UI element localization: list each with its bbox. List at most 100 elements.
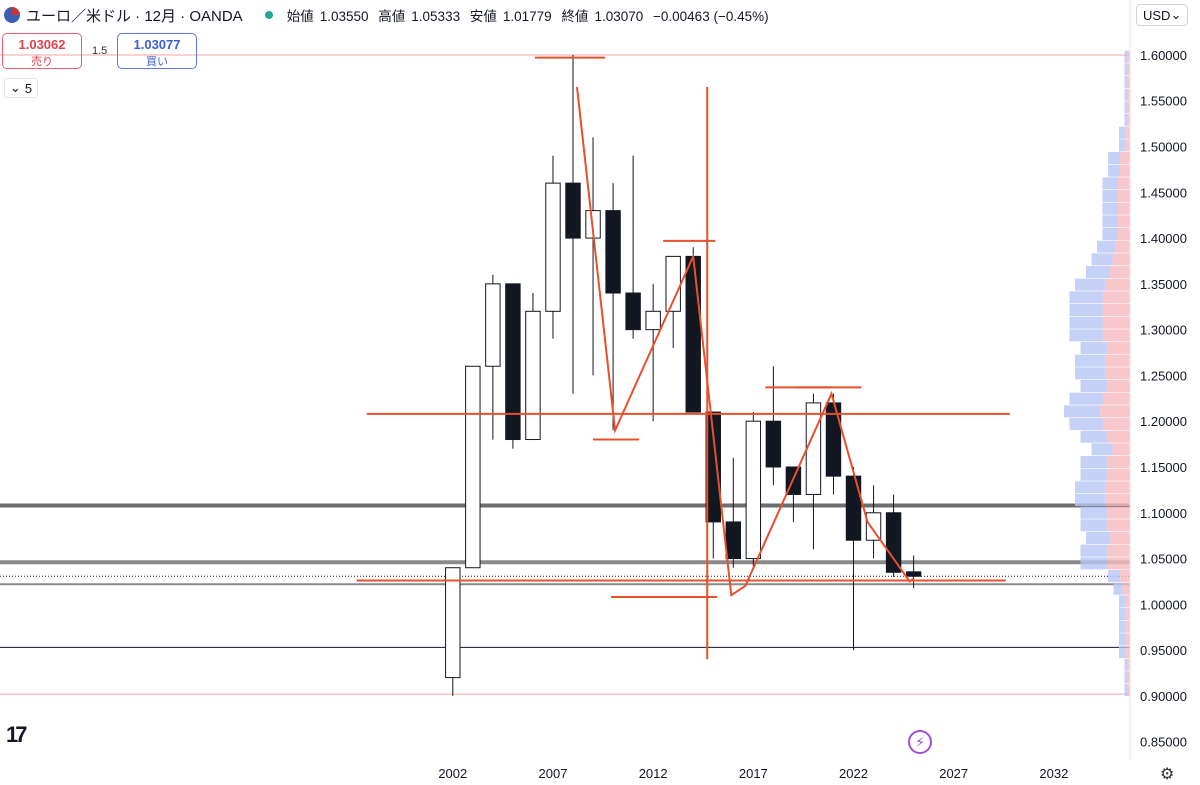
volume-profile-bar (1080, 468, 1108, 481)
price-tick-label: 1.40000 (1140, 231, 1187, 246)
volume-profile-bar (1125, 620, 1130, 633)
volume-profile-bar (1064, 405, 1101, 418)
candle-body (565, 182, 581, 239)
volume-profile-bar (1125, 595, 1130, 608)
volume-profile-bar (1102, 228, 1118, 241)
volume-profile-bar (1117, 177, 1130, 190)
currency-label: USD (1143, 7, 1171, 23)
volume-profile-bar (1107, 380, 1130, 393)
price-tick-label: 1.30000 (1140, 323, 1187, 338)
candle-body (525, 310, 541, 441)
volume-profile-bar (1086, 266, 1111, 279)
volume-profile-bar (1102, 329, 1130, 342)
price-tick-label: 0.90000 (1140, 689, 1187, 704)
drawings-layer (356, 56, 1010, 660)
high-value: 1.05333 (411, 9, 461, 24)
volume-profile-bar (1107, 342, 1130, 355)
volume-profile-bar (1110, 532, 1130, 545)
volume-profile-bar (1080, 342, 1108, 355)
volume-profile-bar (1119, 139, 1126, 152)
time-tick-label: 2012 (639, 766, 668, 781)
volume-profile-bar (1108, 152, 1121, 165)
volume-profile-bar (1069, 418, 1103, 431)
volume-profile-bar (1120, 570, 1130, 583)
volume-profile-bar (1069, 329, 1103, 342)
chevron-down-icon: ⌄ (1170, 7, 1182, 22)
volume-profile-bar (1119, 620, 1126, 633)
price-tick-label: 0.95000 (1140, 643, 1187, 658)
price-tick-label: 1.50000 (1140, 140, 1187, 155)
volume-profile-bar (1124, 684, 1128, 697)
gear-icon[interactable]: ⚙ (1160, 766, 1175, 783)
volume-profile-bar (1119, 646, 1126, 659)
volume-profile-bar (1105, 481, 1130, 494)
volume-profile-bar (1119, 126, 1126, 139)
price-tick-label: 1.20000 (1140, 414, 1187, 429)
symbol-title[interactable]: ユーロ／米ドル · 12月 · OANDA (26, 7, 243, 25)
volume-profile-bar (1107, 544, 1130, 557)
candle-body (705, 411, 721, 523)
time-axis[interactable]: 2002 2007 2012 2017 2022 2027 2032 (438, 766, 1068, 781)
candle-body (725, 521, 742, 560)
volume-profile-bar (1105, 367, 1130, 380)
volume-profile-bar (1069, 316, 1103, 329)
symbol-header: ユーロ／米ドル · 12月 · OANDA 始値 1.03550 高値 1.0533… (0, 0, 1130, 30)
candle-body (805, 402, 822, 495)
volume-profile-bar (1075, 278, 1106, 291)
currency-selector[interactable]: USD ⌄ (1136, 4, 1188, 26)
volume-profile-bar (1091, 253, 1113, 266)
change-value: −0.00463 (−0.45%) (653, 9, 769, 24)
volume-profile-bar (1102, 291, 1130, 304)
candle-body (605, 210, 621, 294)
sell-label: 売り (31, 56, 53, 68)
volume-profile-bar (1125, 633, 1130, 646)
volume-profile-bar (1102, 215, 1118, 228)
volume-profile-bar (1080, 519, 1108, 532)
candle-body (465, 365, 481, 569)
volume-profile-bar (1075, 494, 1106, 507)
candles-layer (445, 54, 922, 696)
volume-profile-bar (1124, 101, 1128, 114)
volume-profile-bar (1125, 646, 1130, 659)
candle-body (685, 255, 701, 413)
volume-profile-bar (1120, 152, 1130, 165)
buy-price: 1.03077 (133, 37, 181, 52)
ohlc-values: 始値 1.03550 高値 1.05333 安値 1.01779 終値 1.03070 … (287, 5, 775, 25)
volume-profile-bar (1102, 392, 1130, 405)
open-value: 1.03550 (319, 9, 369, 24)
volume-profile-bar (1102, 316, 1130, 329)
volume-profile-bar (1080, 380, 1108, 393)
volume-profile-bar (1125, 139, 1130, 152)
time-tick-label: 2027 (939, 766, 968, 781)
price-axis[interactable]: 1.60000 1.55000 1.50000 1.45000 1.40000 1.350… (1140, 48, 1187, 750)
volume-profile-bar (1113, 582, 1123, 595)
price-tick-label: 1.10000 (1140, 506, 1187, 521)
volume-profile-bar (1117, 215, 1130, 228)
horizontal-lines-layer (0, 54, 1130, 695)
volume-profile-bar (1127, 671, 1130, 684)
volume-profile-bar (1110, 266, 1130, 279)
volume-profile-bar (1080, 506, 1108, 519)
tradingview-logo-icon[interactable]: 17 (6, 722, 28, 747)
volume-profile-bar (1127, 63, 1130, 76)
volume-profile-bar (1102, 202, 1118, 215)
candle-body (865, 512, 882, 541)
volume-profile-bar (1105, 278, 1130, 291)
volume-profile-bar (1069, 304, 1103, 317)
volume-profile-bar (1075, 481, 1106, 494)
sell-button[interactable]: 1.03062 売り (2, 33, 82, 69)
volume-profile-bar (1124, 658, 1128, 671)
lightning-icon[interactable]: ⚡ (908, 730, 932, 754)
volume-profile-bar (1075, 354, 1106, 367)
volume-profile-bar (1075, 367, 1106, 380)
volume-profile-bar (1124, 671, 1128, 684)
open-label: 始値 (286, 9, 314, 24)
volume-profile-bar (1102, 177, 1118, 190)
candle-body (745, 420, 762, 560)
buy-button[interactable]: 1.03077 買い (117, 33, 197, 69)
indicators-toggle[interactable]: ⌄ 5 (4, 78, 38, 98)
time-tick-label: 2017 (739, 766, 768, 781)
candle-body (625, 292, 641, 331)
volume-profile-bar (1125, 126, 1130, 139)
